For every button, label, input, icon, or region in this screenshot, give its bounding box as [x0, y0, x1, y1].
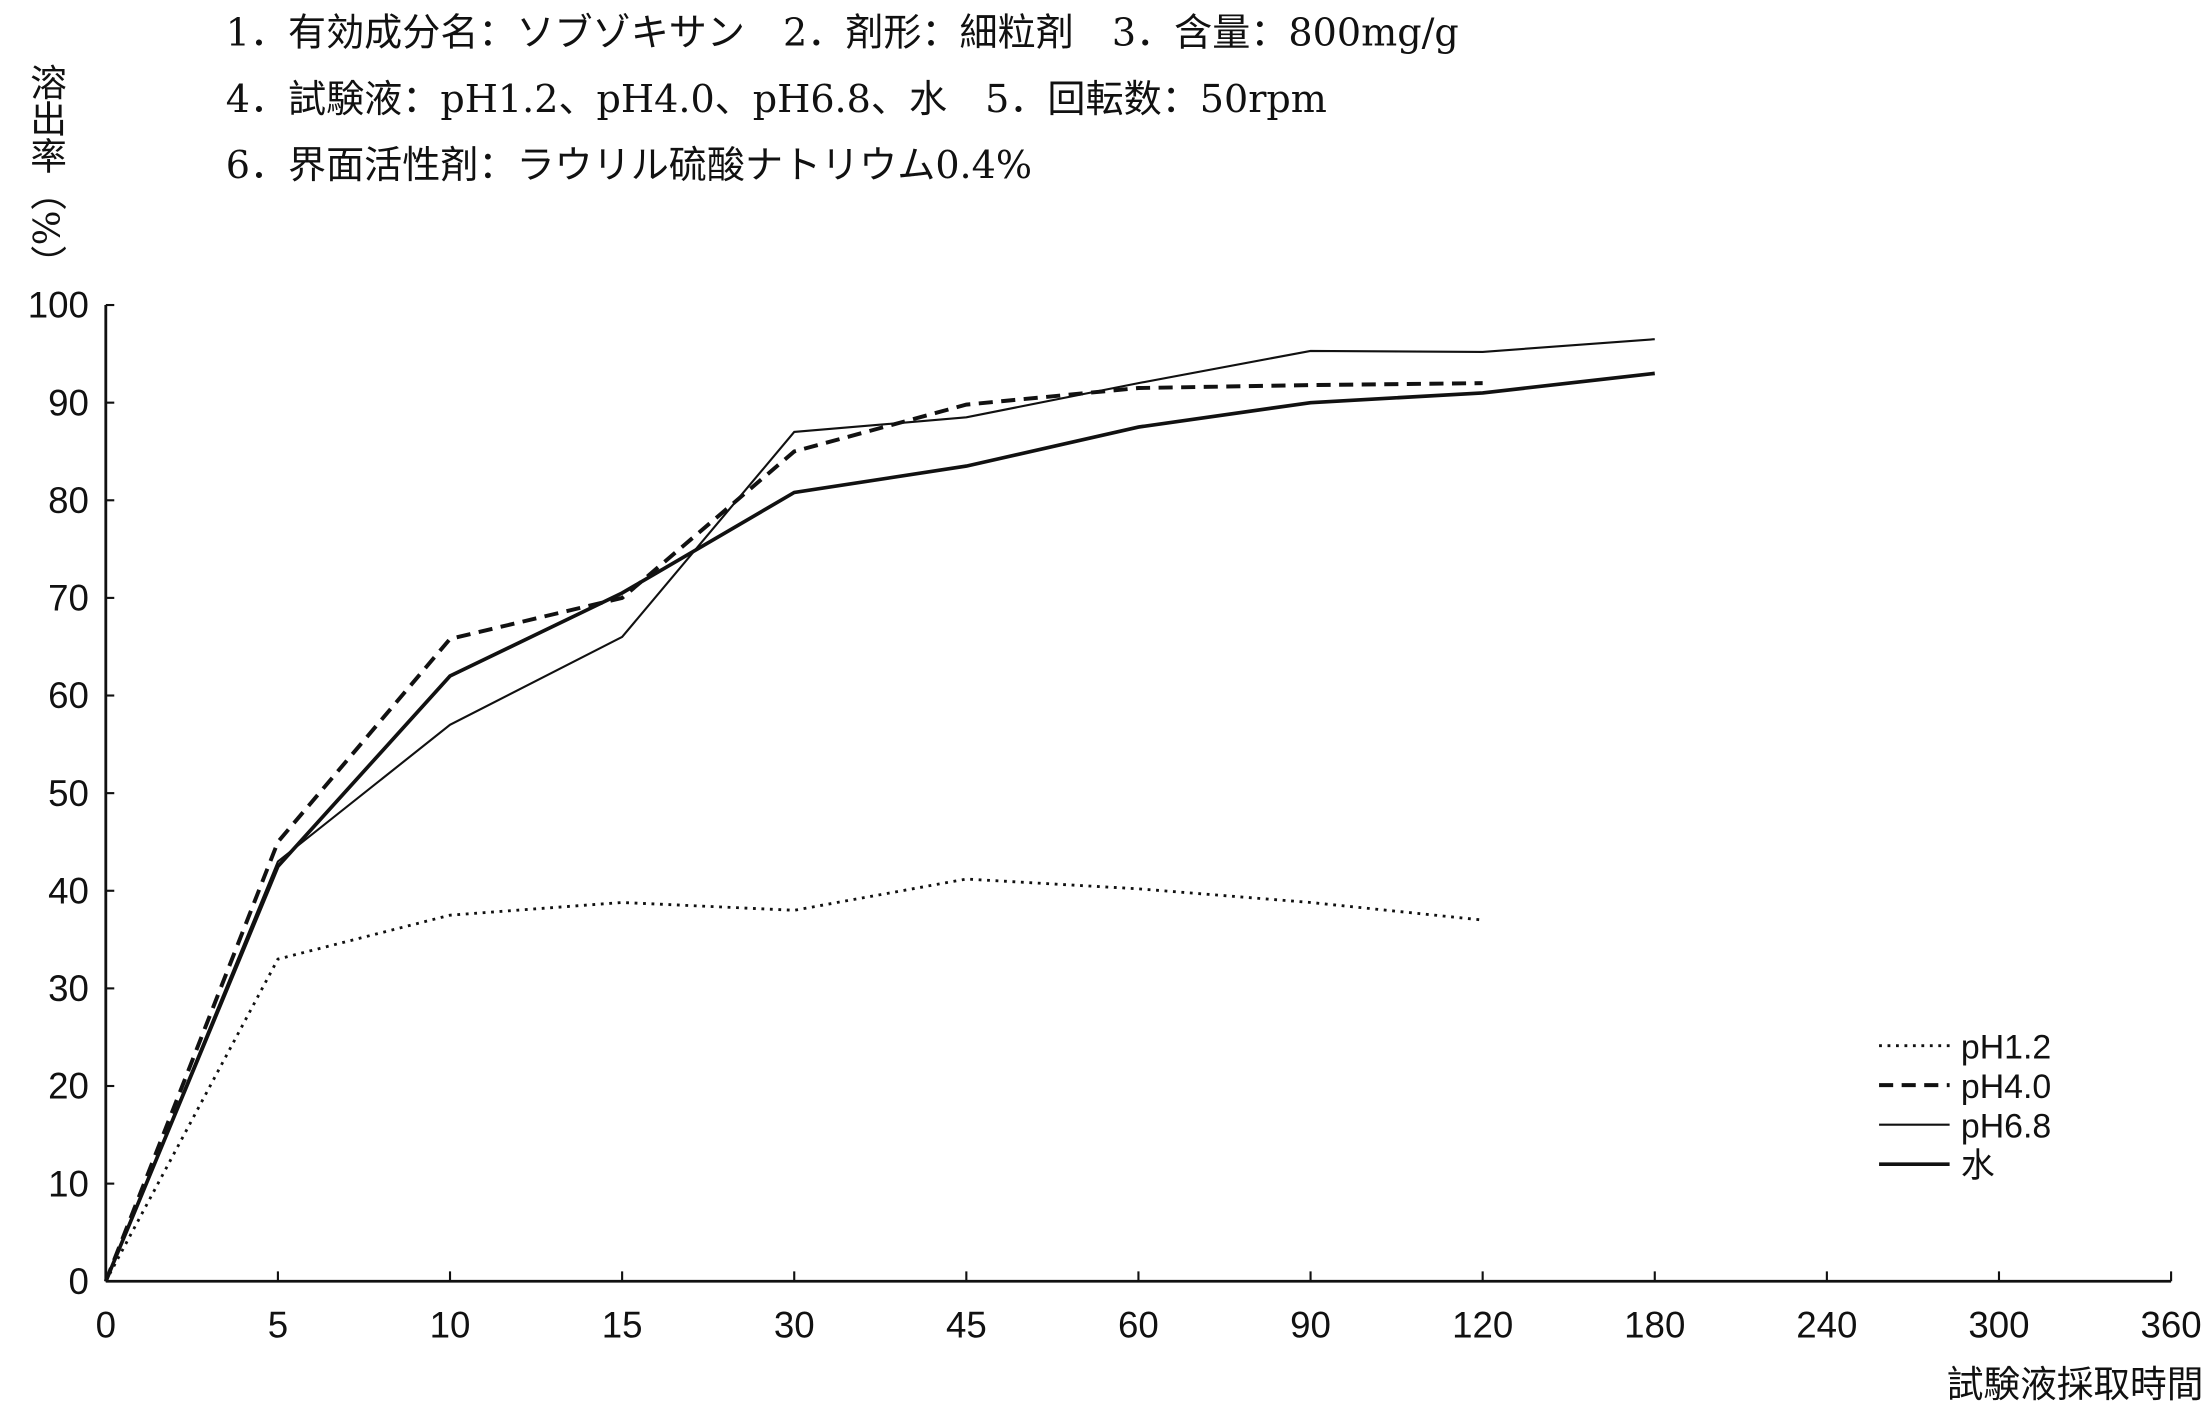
series-line-pH1.2	[104, 877, 1483, 1282]
legend-label: pH1.2	[1961, 1028, 2051, 1066]
header-line-1: 1．有効成分名：ソブゾキサン 2．剤形：細粒剤 3．含量：800mg/g	[226, 10, 1459, 54]
y-tick-label: 80	[48, 480, 89, 521]
x-tick-label: 300	[1968, 1305, 2029, 1346]
y-tick-label: 10	[48, 1163, 89, 1204]
y-tick-label: 30	[48, 968, 89, 1009]
header-line-3: 6．界面活性剤：ラウリル硫酸ナトリウム0.4%	[226, 143, 1032, 187]
y-tick-label: 0	[68, 1261, 88, 1302]
series-lines	[103, 338, 1655, 1282]
x-tick-label: 0	[96, 1305, 116, 1346]
legend-label: pH4.0	[1961, 1068, 2051, 1106]
tick-labels: 0 10 20 30 40 50 60 70 80 90 100 0 5 10 15 30 45 60 90 120 1…	[28, 285, 2202, 1346]
axes	[104, 303, 2173, 1283]
y-tick-label: 20	[48, 1066, 89, 1107]
y-tick-label: 40	[48, 870, 89, 911]
x-tick-label: 15	[602, 1305, 643, 1346]
x-tick-label: 60	[1118, 1305, 1159, 1346]
series-line-pH4.0	[103, 381, 1483, 1282]
y-tick-label: 60	[48, 675, 89, 716]
x-tick-label: 45	[946, 1305, 987, 1346]
x-tick-label: 360	[2141, 1305, 2202, 1346]
legend-label: pH6.8	[1961, 1107, 2051, 1145]
x-tick-label: 5	[268, 1305, 288, 1346]
y-tick-label: 70	[48, 578, 89, 619]
x-tick-label: 240	[1796, 1305, 1857, 1346]
y-tick-label: 90	[48, 382, 89, 423]
x-tick-label: 10	[430, 1305, 471, 1346]
series-line-水	[104, 371, 1655, 1282]
x-tick-label: 120	[1452, 1305, 1513, 1346]
x-tick-label: 30	[774, 1305, 815, 1346]
x-axis-label: 試験液採取時間（分）	[1947, 1364, 2212, 1405]
header-line-2: 4．試験液：pH1.2、pH4.0、pH6.8、水 5．回転数：50rpm	[226, 77, 1327, 121]
legend-label: 水	[1961, 1147, 1995, 1185]
series-line-pH6.8	[104, 338, 1655, 1282]
y-tick-label: 50	[48, 773, 89, 814]
y-tick-label: 100	[28, 285, 89, 326]
y-axis-label: 溶出率（%）	[24, 64, 67, 282]
x-tick-label: 180	[1624, 1305, 1685, 1346]
x-tick-label: 90	[1290, 1305, 1331, 1346]
